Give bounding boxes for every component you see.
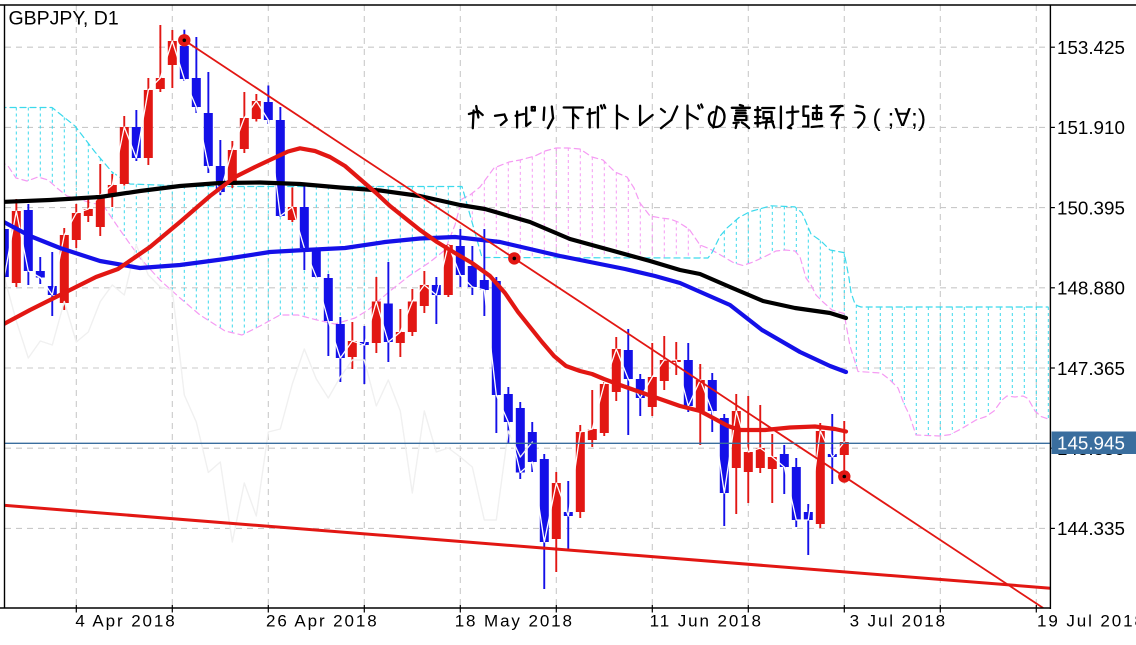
svg-text:144.335: 144.335 (1057, 518, 1125, 539)
svg-text:147.365: 147.365 (1057, 358, 1125, 379)
svg-text:150.395: 150.395 (1057, 197, 1125, 218)
svg-text:151.910: 151.910 (1057, 117, 1125, 138)
svg-text:11 Jun 2018: 11 Jun 2018 (650, 611, 763, 630)
svg-text:26 Apr 2018: 26 Apr 2018 (266, 611, 379, 630)
svg-text:GBPJPY, D1: GBPJPY, D1 (9, 8, 119, 30)
svg-text:19 Jul 2018: 19 Jul 2018 (1037, 611, 1136, 630)
svg-text:3 Jul 2018: 3 Jul 2018 (850, 611, 947, 630)
svg-text:18 May 2018: 18 May 2018 (455, 611, 574, 630)
svg-text:153.425: 153.425 (1057, 37, 1125, 58)
svg-text:145.945: 145.945 (1057, 433, 1125, 454)
svg-text:4 Apr 2018: 4 Apr 2018 (75, 611, 176, 630)
svg-text:148.880: 148.880 (1057, 278, 1125, 299)
svg-text:( ;∀;): ( ;∀;) (873, 105, 927, 132)
